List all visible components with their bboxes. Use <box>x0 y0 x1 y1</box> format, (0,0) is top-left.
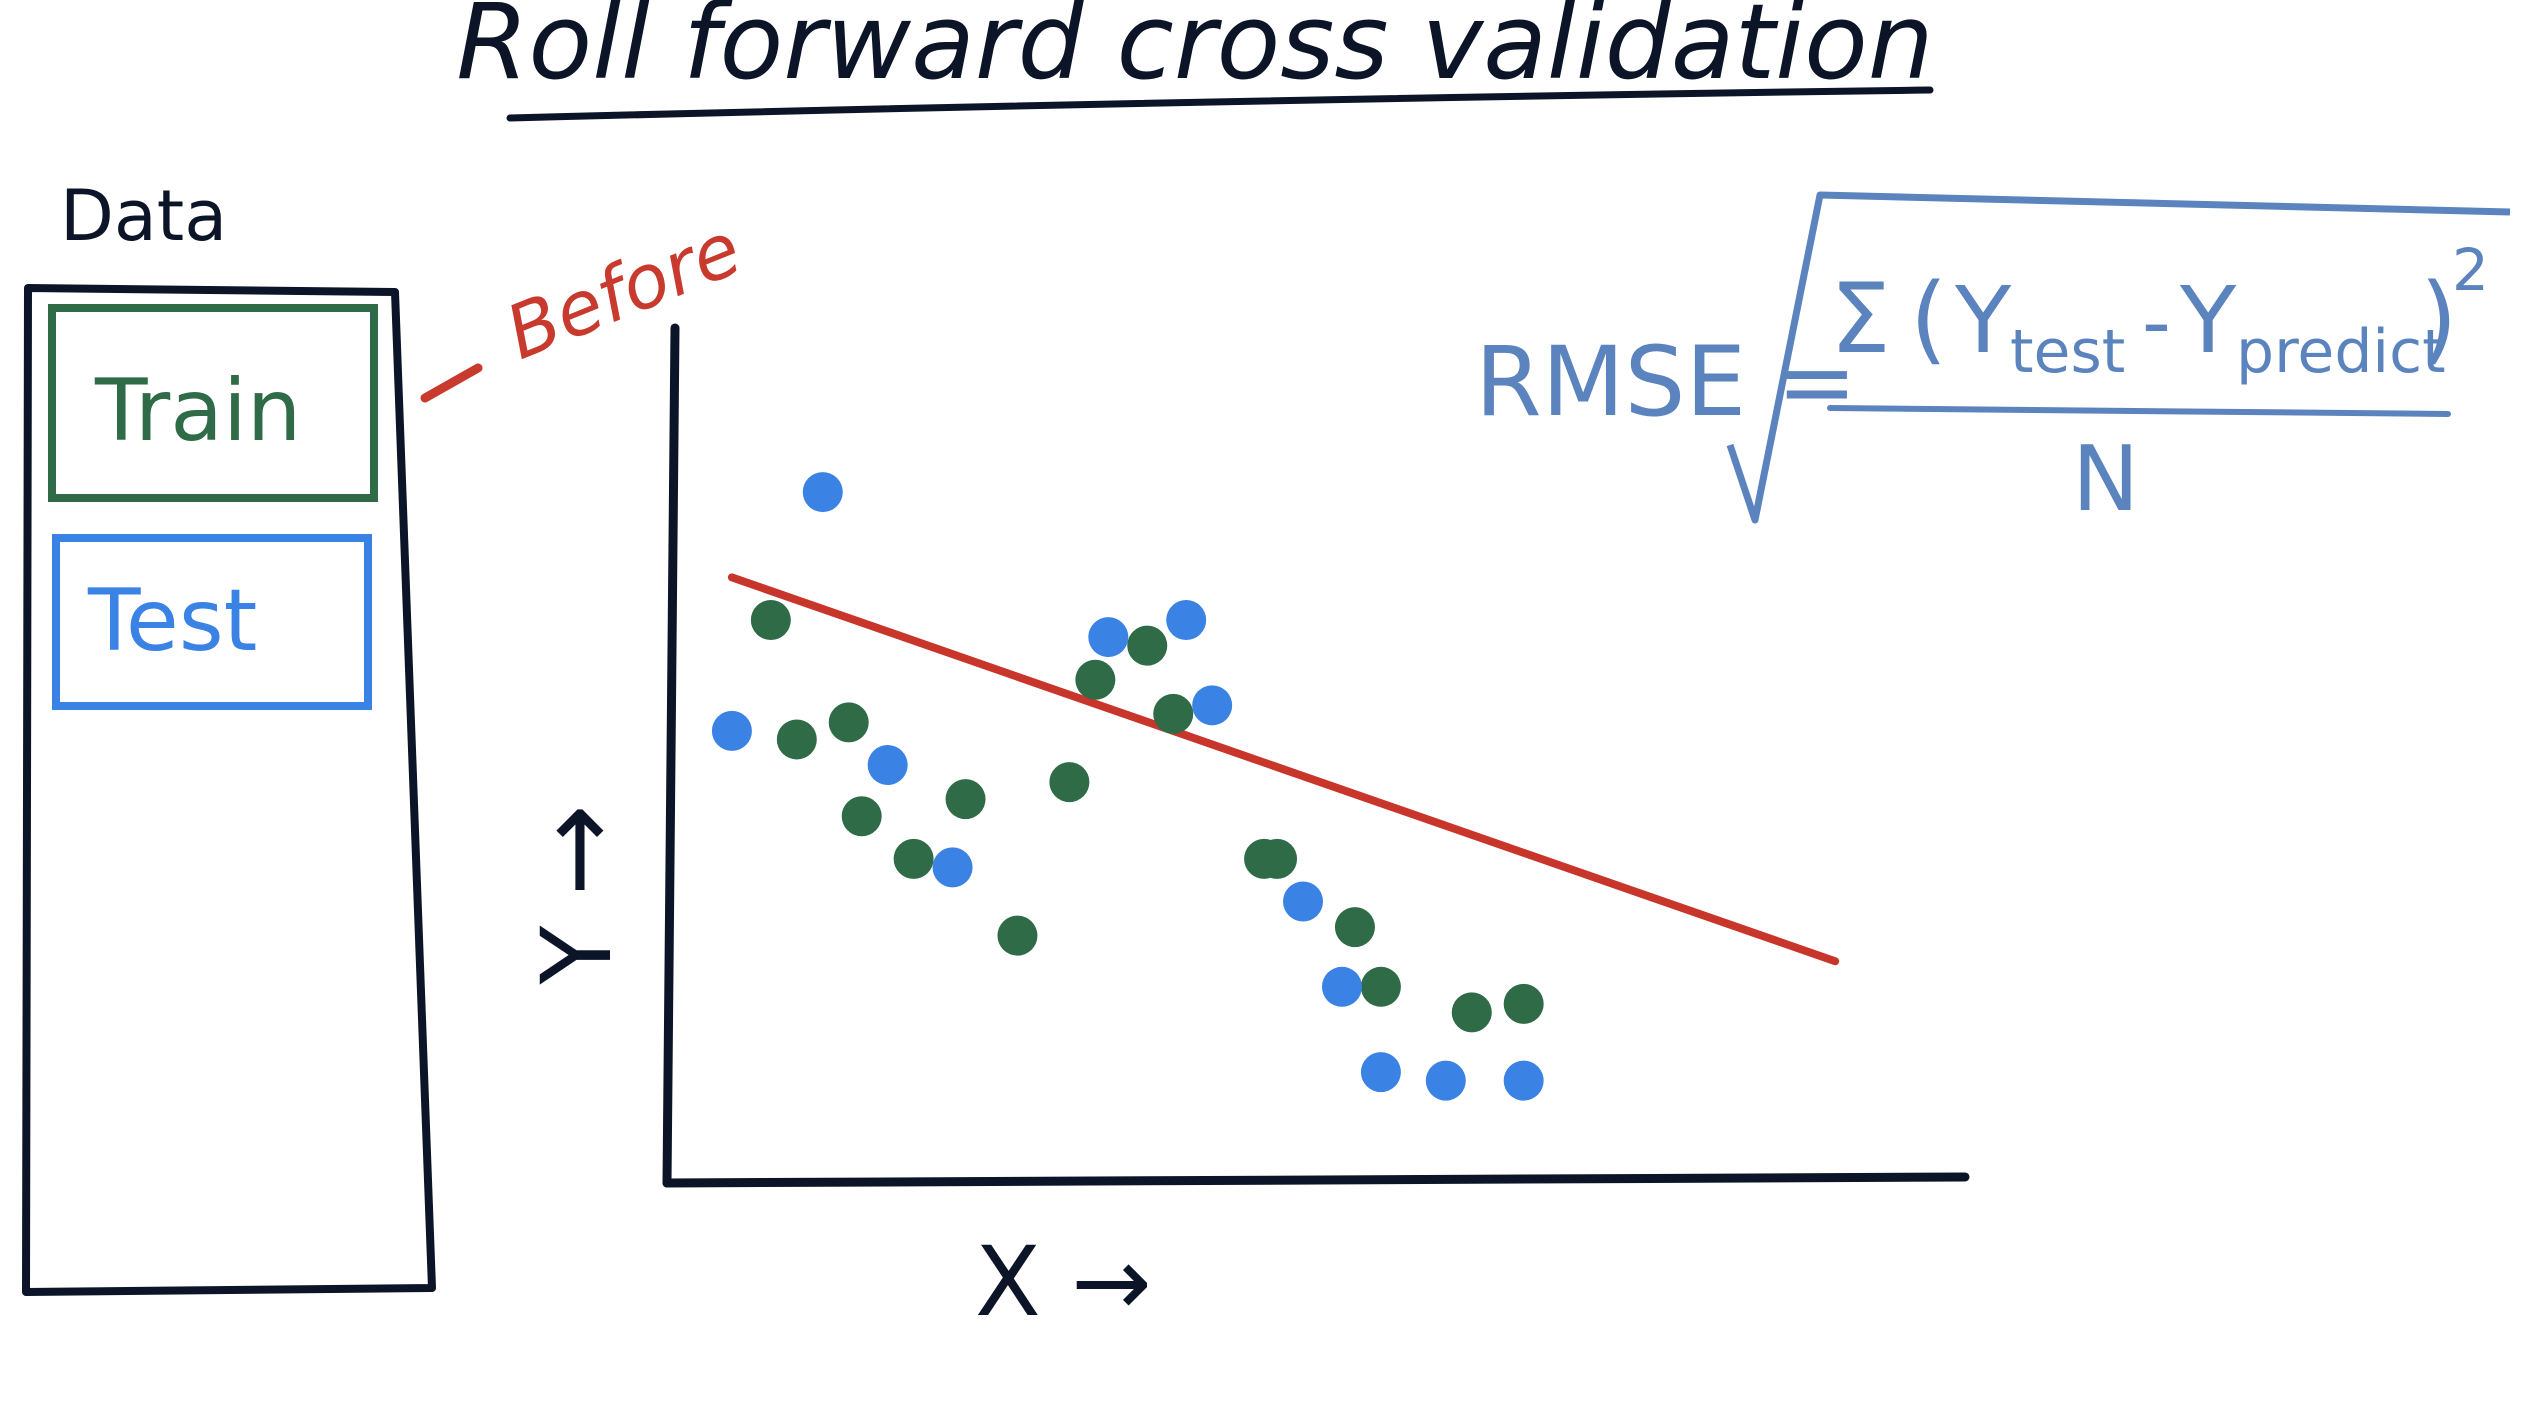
train-point-10 <box>1127 625 1168 666</box>
x-axis-label: X → <box>975 1226 1152 1338</box>
test-point-5 <box>1088 617 1129 658</box>
data-column-box <box>22 284 436 1296</box>
before-annotation: Before <box>495 206 753 377</box>
x-axis-line <box>662 1172 1970 1188</box>
train-point-14 <box>1334 907 1375 948</box>
y-axis-arrow: ↑ <box>534 788 626 916</box>
formula-denominator: N <box>2072 427 2139 532</box>
test-point-2 <box>802 472 843 513</box>
train-point-2 <box>776 719 817 760</box>
test-point-12 <box>1503 1060 1544 1101</box>
y-test-subscript: test <box>2010 317 2125 387</box>
train-point-16 <box>1451 992 1492 1033</box>
train-point-1 <box>750 600 791 641</box>
test-point-4 <box>932 847 973 888</box>
train-point-4 <box>841 796 882 837</box>
paren-close: ) <box>2420 263 2457 375</box>
page-title: Roll forward cross validation <box>456 0 1933 103</box>
train-point-17 <box>1503 983 1544 1024</box>
test-point-11 <box>1425 1060 1466 1101</box>
train-point-3 <box>828 702 869 743</box>
y-predict-subscript: predict <box>2236 317 2446 387</box>
train-point-7 <box>997 915 1038 956</box>
fraction-bar <box>1827 405 2451 417</box>
panel-heading: Data <box>60 175 227 257</box>
test-label: Test <box>87 571 257 671</box>
y-predict: Y <box>2179 267 2237 374</box>
test-point-8 <box>1283 881 1324 922</box>
radical-sign <box>1726 191 2511 524</box>
formula-exponent: 2 <box>2452 236 2489 304</box>
train-point-9 <box>1075 659 1116 700</box>
test-point-7 <box>1192 685 1233 726</box>
y-axis-line <box>662 323 680 1188</box>
scatter-plot <box>711 472 1840 1101</box>
title-underline <box>506 86 1934 122</box>
test-point-9 <box>1321 966 1362 1007</box>
train-point-6 <box>945 779 986 820</box>
paren-open: ( <box>1910 263 1947 375</box>
sigma-symbol: Σ <box>1830 263 1891 375</box>
y-axis-label: Y <box>521 925 633 985</box>
train-point-13 <box>1257 838 1298 879</box>
annotation-dash <box>420 363 483 403</box>
test-point-6 <box>1166 600 1207 641</box>
y-test: Y <box>1954 267 2012 374</box>
formula-minus: - <box>2142 276 2171 369</box>
train-label: Train <box>94 361 301 461</box>
test-box <box>52 534 372 710</box>
train-point-11 <box>1153 693 1194 734</box>
test-point-1 <box>711 710 752 751</box>
regression-line <box>727 573 1840 966</box>
test-point-10 <box>1360 1052 1401 1093</box>
formula-lhs: RMSE = <box>1475 326 1857 438</box>
test-point-3 <box>867 745 908 786</box>
train-point-8 <box>1049 762 1090 803</box>
train-point-5 <box>893 838 934 879</box>
train-point-15 <box>1360 966 1401 1007</box>
train-box <box>48 304 378 502</box>
